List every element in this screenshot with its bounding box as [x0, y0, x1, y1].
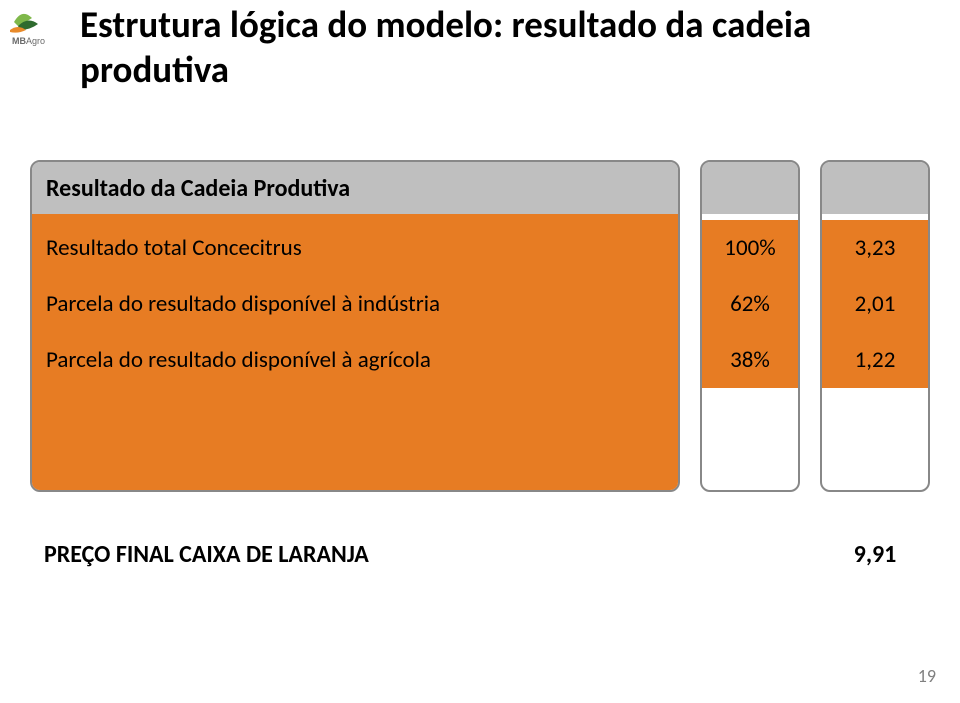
row-val: 1,22: [822, 332, 928, 388]
header-col2: [702, 162, 798, 214]
slide-title: Estrutura lógica do modelo: resultado da…: [80, 2, 920, 92]
row-pct: 100%: [702, 220, 798, 276]
logo: MBAgro: [8, 8, 64, 48]
header-col1: Resultado da Cadeia Produtiva: [32, 162, 678, 214]
row-val: 3,23: [822, 220, 928, 276]
row-label: Parcela do resultado disponível à indúst…: [32, 276, 678, 332]
svg-text:MBAgro: MBAgro: [12, 36, 45, 46]
row-label: Parcela do resultado disponível à agríco…: [32, 332, 678, 388]
row-pct: 38%: [702, 332, 798, 388]
header-col3: [822, 162, 928, 214]
logo-prefix: MB: [12, 36, 26, 46]
panel-value: 3,23 2,01 1,22: [820, 160, 930, 492]
panel-percent: 100% 62% 38%: [700, 160, 800, 492]
logo-text: Agro: [26, 36, 45, 46]
footer-label: PREÇO FINAL CAIXA DE LARANJA: [30, 540, 369, 569]
panel-labels: Resultado da Cadeia Produtiva Resultado …: [30, 160, 680, 492]
row-pct: 62%: [702, 276, 798, 332]
footer-row: PREÇO FINAL CAIXA DE LARANJA 9,91: [30, 540, 930, 569]
row-label: Resultado total Concecitrus: [32, 220, 678, 276]
page-number: 19: [918, 665, 936, 687]
footer-value: 9,91: [820, 540, 930, 569]
row-val: 2,01: [822, 276, 928, 332]
